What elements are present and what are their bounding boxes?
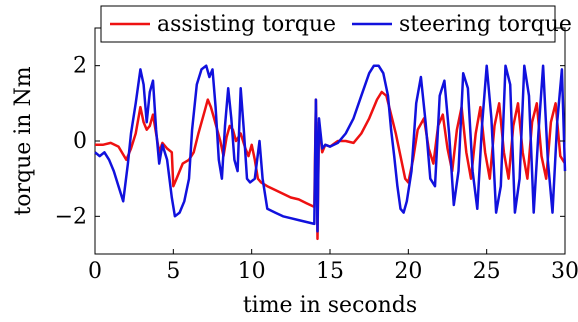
y-tick-label: 2 <box>73 54 87 79</box>
x-tick-label: 10 <box>238 259 266 284</box>
x-axis-label: time in seconds <box>243 293 417 318</box>
x-tick-label: 30 <box>551 259 578 284</box>
y-tick-label: −2 <box>55 204 87 229</box>
series-line-steering <box>94 64 567 233</box>
y-tick-label: 0 <box>73 129 87 154</box>
y-axis-label: torque in Nm <box>11 66 36 215</box>
legend-label-steering: steering torque <box>399 12 572 37</box>
tick-layer: 0 5 10 15 20 25 30 −2 0 2 <box>55 28 578 284</box>
x-tick-label: 15 <box>316 259 344 284</box>
legend-box <box>100 5 556 43</box>
x-tick-label: 25 <box>473 259 501 284</box>
x-tick-label: 20 <box>394 259 422 284</box>
legend: assisting torque steering torque <box>100 5 572 43</box>
legend-label-assisting: assisting torque <box>157 12 336 37</box>
x-tick-label: 5 <box>166 259 180 284</box>
x-tick-label: 0 <box>88 259 102 284</box>
plot-frame <box>94 27 566 255</box>
series-layer <box>94 64 567 241</box>
